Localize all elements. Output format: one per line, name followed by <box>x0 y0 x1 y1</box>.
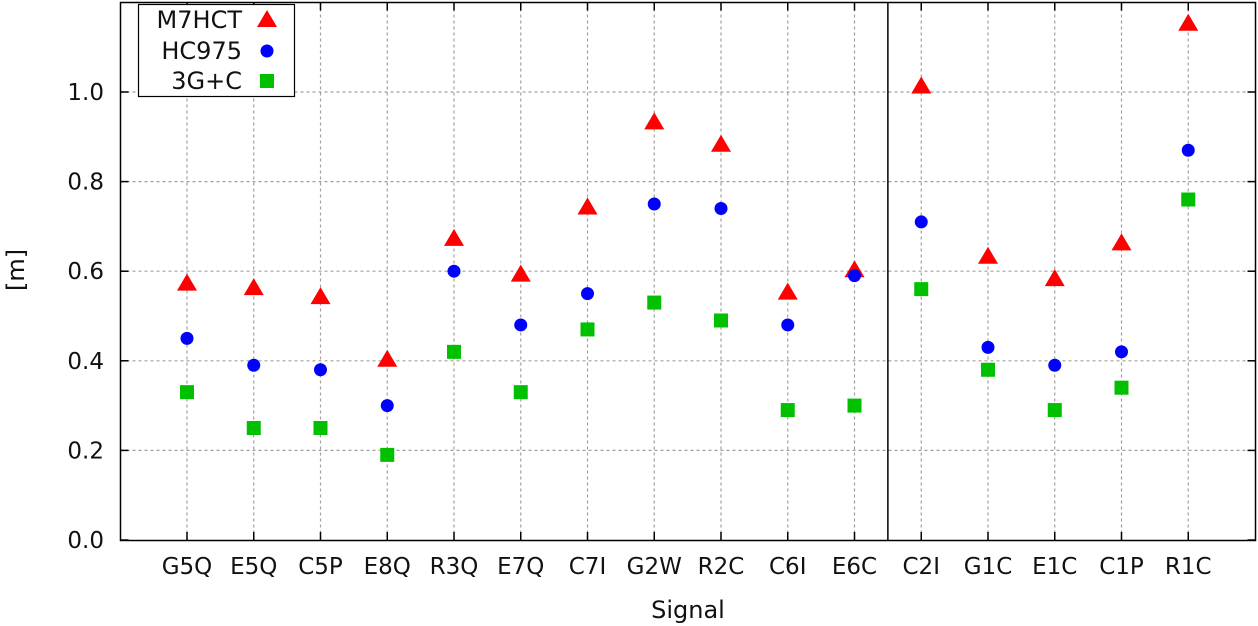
data-point-triangle <box>1111 233 1132 251</box>
data-point-circle <box>1115 345 1128 359</box>
data-point-triangle <box>510 264 531 282</box>
y-tick-label: 0.0 <box>67 528 104 554</box>
x-tick-label: C5P <box>298 554 343 580</box>
x-tick-label: E7Q <box>497 554 544 580</box>
x-tick-label: C1P <box>1099 554 1144 580</box>
x-tick-label: G1C <box>964 554 1013 580</box>
x-tick-label: E6C <box>832 554 877 580</box>
x-tick-label: C2I <box>903 554 940 580</box>
x-tick-label: C6I <box>769 554 806 580</box>
data-point-circle <box>180 331 194 345</box>
data-point-circle <box>848 269 861 283</box>
legend-circle-icon <box>260 44 274 58</box>
data-point-circle <box>714 201 728 215</box>
data-point-triangle <box>1044 269 1065 287</box>
x-axis-title: Signal <box>651 596 725 624</box>
data-point-triangle <box>711 134 731 152</box>
legend-triangle-icon <box>257 10 277 27</box>
x-tick-label: R3Q <box>430 554 479 580</box>
data-point-square <box>847 398 862 413</box>
data-point-square <box>246 421 261 435</box>
x-tick-label: R1C <box>1165 554 1212 580</box>
y-tick-label: 0.8 <box>67 170 104 196</box>
data-point-triangle <box>243 278 264 296</box>
y-tick-label: 0.4 <box>67 349 104 375</box>
data-point-square <box>1047 403 1062 418</box>
legend-square-icon <box>260 74 274 88</box>
data-point-triangle <box>978 246 998 264</box>
data-point-square <box>914 282 929 297</box>
data-point-circle <box>781 318 795 332</box>
x-axis-ticks: G5Q E5Q C5P E8Q R3Q E7Q C7I G2W R2C C6I E6C C2I G1C E… <box>162 2 1212 580</box>
data-point-circle <box>647 197 661 211</box>
y-tick-label: 0.2 <box>67 438 104 464</box>
x-tick-label: R2C <box>698 554 745 580</box>
x-tick-label: G5Q <box>162 554 213 580</box>
data-point-square <box>580 322 595 337</box>
data-point-circle <box>1181 143 1195 157</box>
data-point-triangle <box>310 287 331 305</box>
x-tick-label: E8Q <box>364 554 411 580</box>
data-point-circle <box>447 264 461 278</box>
data-point-triangle <box>444 228 464 246</box>
data-point-circle <box>581 287 594 301</box>
x-tick-label: C7I <box>569 554 606 580</box>
data-point-square <box>380 447 395 462</box>
data-point-circle <box>1048 358 1062 372</box>
y-axis-title: [m] <box>2 249 30 291</box>
data-point-circle <box>314 363 327 377</box>
data-point-circle <box>380 399 394 413</box>
data-point-square <box>981 362 995 377</box>
x-tick-label: G2W <box>627 554 682 580</box>
data-point-triangle <box>377 349 398 367</box>
data-point-square <box>447 344 461 359</box>
data-point-circle <box>914 215 928 229</box>
data-point-triangle <box>777 282 798 300</box>
y-tick-label: 1.0 <box>67 80 104 106</box>
data-point-square <box>647 295 662 310</box>
x-tick-label: E5Q <box>230 554 277 580</box>
data-point-triangle <box>577 197 598 215</box>
data-point-square <box>513 385 528 400</box>
legend-label: HC975 <box>161 37 242 65</box>
data-point-square <box>180 385 194 400</box>
data-point-circle <box>981 340 995 354</box>
data-point-square <box>714 313 728 328</box>
y-tick-label: 0.6 <box>67 259 104 285</box>
data-point-square <box>1181 192 1196 207</box>
data-point-triangle <box>644 112 665 130</box>
data-point-square <box>780 403 795 418</box>
legend-label: M7HCT <box>157 6 243 34</box>
data-point-square <box>1114 380 1129 395</box>
data-point-triangle <box>177 273 197 291</box>
data-point-triangle <box>911 76 932 94</box>
y-axis-ticks: 0.0 0.2 0.4 0.6 0.8 1.0 <box>67 80 1256 554</box>
data-point-circle <box>514 318 528 332</box>
data-point-triangle <box>1178 13 1199 31</box>
data-point-circle <box>247 358 261 372</box>
data-points <box>177 13 1199 462</box>
data-point-square <box>313 421 328 435</box>
x-tick-label: E1C <box>1032 554 1077 580</box>
legend-label: 3G+C <box>171 67 242 95</box>
